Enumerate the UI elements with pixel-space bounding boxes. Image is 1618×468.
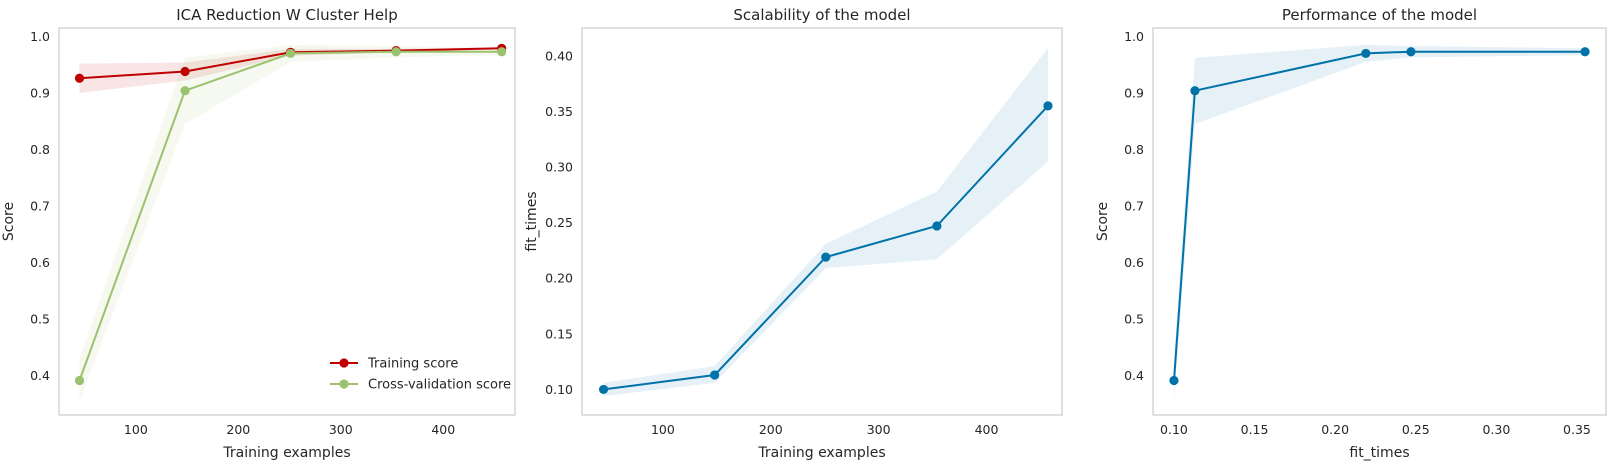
y-tick-label: 0.25 (545, 215, 573, 230)
y-tick-label: 0.6 (30, 255, 50, 270)
y-axis-label: fit_times (524, 191, 540, 251)
y-tick-label: 0.8 (30, 142, 50, 157)
legend: Training score Cross-validation score (330, 357, 511, 393)
legend-marker (339, 358, 349, 368)
y-tick-label: 0.20 (545, 271, 573, 286)
y-tick-label: 0.10 (545, 382, 573, 397)
plot-area (1152, 27, 1607, 416)
chart-title: ICA Reduction W Cluster Help (176, 6, 397, 24)
y-tick-label: 0.9 (30, 85, 50, 100)
y-tick-label: 0.7 (30, 198, 50, 213)
data-point (180, 86, 190, 96)
y-tick-label: 0.9 (1124, 85, 1144, 100)
plot-area (581, 27, 1063, 416)
y-tick-label: 0.15 (545, 326, 573, 341)
data-point (1580, 47, 1590, 57)
y-tick-label: 0.5 (30, 311, 50, 326)
confidence-band-1 (79, 47, 502, 93)
data-point (391, 47, 401, 57)
chart-panel-2: 100 200 300 400 0.10 0.15 0.20 0.25 0.30 0.35 0.40… (524, 6, 1063, 461)
data-point (1169, 375, 1179, 386)
x-tick-label: 0.20 (1321, 422, 1349, 437)
y-tick-label: 0.40 (545, 48, 573, 63)
data-point (74, 73, 85, 83)
chart-title: Scalability of the model (733, 6, 910, 24)
y-tick-label: 0.4 (30, 368, 50, 383)
x-tick-label: 0.25 (1402, 422, 1430, 437)
x-axis-label: Training examples (757, 445, 885, 461)
data-point (285, 48, 296, 59)
legend-marker (339, 379, 349, 389)
chart-panel-3: 0.10 0.15 0.20 0.25 0.30 0.35 0.4 0.5 0.6 0.7 0.8 0… (1095, 6, 1607, 461)
x-tick-label: 300 (867, 422, 891, 437)
x-axis-label: fit_times (1349, 445, 1409, 461)
legend-label: Training score (367, 357, 458, 372)
x-tick-label: 200 (759, 422, 783, 437)
y-tick-label: 0.30 (545, 160, 573, 175)
confidence-band-1 (1174, 44, 1585, 401)
x-tick-label: 400 (431, 422, 455, 437)
y-axis-label: Score (1095, 202, 1111, 241)
data-point (1043, 101, 1053, 111)
x-tick-label: 200 (226, 422, 250, 437)
data-point (821, 252, 831, 262)
confidence-band-1 (603, 48, 1048, 397)
x-axis-label: Training examples (222, 445, 350, 461)
x-tick-label: 400 (975, 422, 999, 437)
y-tick-label: 0.5 (1124, 311, 1144, 326)
y-axis-label: Score (1, 202, 17, 241)
x-tick-label: 100 (651, 422, 675, 437)
x-tick-label: 0.35 (1563, 422, 1591, 437)
data-point (180, 66, 190, 77)
y-tick-label: 1.0 (30, 29, 50, 44)
y-tick-label: 0.8 (1124, 142, 1144, 157)
y-tick-label: 0.4 (1124, 368, 1144, 383)
data-point (74, 375, 85, 386)
x-tick-label: 300 (329, 422, 353, 437)
x-tick-label: 0.10 (1160, 422, 1188, 437)
y-tick-label: 0.6 (1124, 255, 1144, 270)
x-tick-label: 100 (124, 422, 148, 437)
data-point (1190, 86, 1200, 96)
x-tick-label: 0.30 (1482, 422, 1510, 437)
data-point (1361, 48, 1371, 59)
data-point (1406, 47, 1416, 57)
y-tick-label: 1.0 (1124, 29, 1144, 44)
y-tick-label: 0.35 (545, 104, 573, 119)
chart-panel-1: 100 200 300 400 0.4 0.5 0.6 0.7 0.8 0.9 1.0 ICA Red… (1, 6, 516, 461)
x-tick-label: 0.15 (1241, 422, 1269, 437)
legend-label: Cross-validation score (368, 378, 511, 393)
plot-area (58, 27, 516, 416)
data-point (932, 221, 942, 231)
data-point (710, 370, 720, 380)
data-point (497, 47, 507, 57)
y-tick-label: 0.7 (1124, 198, 1144, 213)
chart-title: Performance of the model (1282, 6, 1477, 24)
data-point (598, 384, 609, 395)
